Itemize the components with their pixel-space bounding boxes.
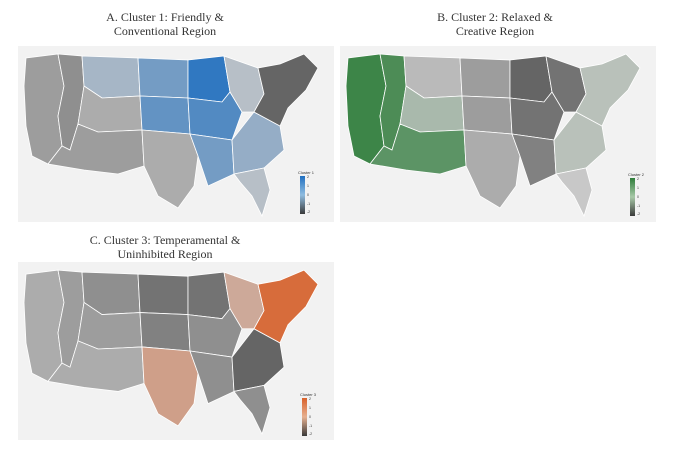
region-west-coast (23, 269, 65, 382)
map-regions (23, 269, 319, 436)
region-south-central (511, 133, 557, 187)
region-south-central (189, 350, 235, 405)
region-west-coast (23, 53, 65, 165)
panel-b-title: B. Cluster 2: Relaxed & Creative Region (390, 10, 600, 38)
panel-b-legend-tick: -1 (637, 204, 641, 208)
panel-c-title-line2: Uninhibited Region (117, 247, 213, 261)
region-northeast (253, 269, 319, 344)
region-plains-n (137, 57, 189, 99)
panel-a-legend-tick: 1 (307, 184, 309, 188)
panel-b-legend: Cluster 2 2 1 0 -1 -2 (628, 172, 648, 218)
region-florida (555, 167, 593, 218)
region-southwest (47, 123, 145, 175)
map-regions (23, 53, 319, 218)
region-midwest-n (187, 271, 231, 320)
region-texas (141, 129, 199, 209)
panel-a-legend-title: Cluster 1 (298, 170, 315, 175)
panel-c-map (18, 262, 334, 440)
panel-c-title-line1: C. Cluster 3: Temperamental & (89, 233, 241, 247)
panel-c-legend-tick: -2 (309, 432, 313, 436)
region-west-coast (345, 53, 387, 165)
region-florida (233, 167, 271, 218)
panel-c-legend-tick: -1 (309, 424, 313, 428)
region-south-central (189, 133, 235, 187)
region-plains-c (461, 95, 513, 135)
panel-b-legend-bar (630, 178, 635, 216)
region-plains-n (137, 273, 189, 316)
panel-c-legend-tick: 0 (309, 415, 311, 419)
region-northeast (575, 53, 641, 127)
panel-a-legend-tick: -1 (307, 202, 311, 206)
panel-a-map-svg (23, 53, 319, 218)
panel-a-legend: Cluster 1 2 1 0 -1 -2 (298, 170, 318, 216)
panel-c-legend-tick: 2 (309, 397, 311, 401)
panel-b-title-line1: B. Cluster 2: Relaxed & (437, 10, 553, 24)
region-texas (141, 346, 199, 427)
region-florida (233, 384, 271, 436)
panel-c-legend-bar (302, 398, 307, 436)
region-midwest-n (509, 55, 553, 103)
panel-b-legend-tick: 1 (637, 186, 639, 190)
region-texas (463, 129, 521, 209)
panel-b-map-svg (345, 53, 641, 218)
region-plains-n (459, 57, 511, 99)
panel-c-legend-title: Cluster 3 (300, 392, 317, 397)
panel-b-map (340, 46, 656, 222)
panel-b-legend-title: Cluster 2 (628, 172, 645, 177)
region-midwest-n (187, 55, 231, 103)
region-plains-c (139, 312, 191, 352)
panel-a-title-line1: A. Cluster 1: Friendly & (106, 10, 224, 24)
region-southwest (47, 340, 145, 392)
panel-a-legend-bar (300, 176, 305, 214)
panel-a-legend-tick: 2 (307, 175, 309, 179)
panel-b-legend-tick: 2 (637, 177, 639, 181)
panel-a-legend-tick: 0 (307, 193, 309, 197)
panel-b-legend-tick: 0 (637, 195, 639, 199)
panel-c-legend: Cluster 3 2 1 0 -1 -2 (300, 392, 320, 438)
region-southwest (369, 123, 467, 175)
panel-a-map (18, 46, 334, 222)
panel-a-title-line2: Conventional Region (113, 24, 217, 38)
region-northeast (253, 53, 319, 127)
panel-b-title-line2: Creative Region (455, 24, 535, 38)
region-plains-c (139, 95, 191, 135)
map-regions (345, 53, 641, 218)
panel-a-legend-tick: -2 (307, 210, 311, 214)
panel-c-map-svg (23, 269, 319, 436)
panel-c-title: C. Cluster 3: Temperamental & Uninhibite… (60, 233, 270, 261)
panel-c-legend-tick: 1 (309, 406, 311, 410)
panel-a-title: A. Cluster 1: Friendly & Conventional Re… (60, 10, 270, 38)
panel-b-legend-tick: -2 (637, 212, 641, 216)
